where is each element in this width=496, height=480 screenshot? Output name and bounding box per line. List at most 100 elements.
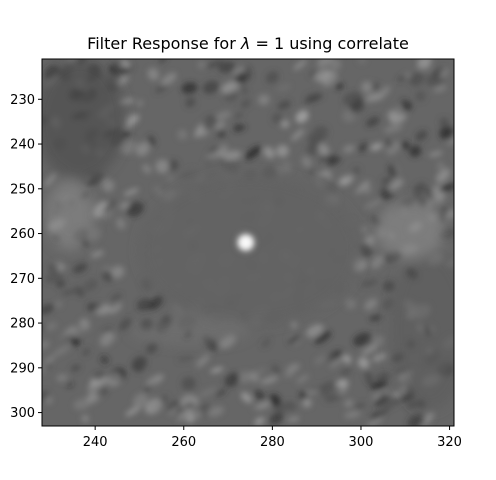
texture-blob xyxy=(370,335,385,348)
x-tick-label: 260 xyxy=(171,435,196,450)
texture-blob xyxy=(357,357,370,369)
texture-blob xyxy=(234,71,247,84)
texture-blob xyxy=(409,145,422,158)
texture-blob xyxy=(357,142,369,153)
texture-blob xyxy=(147,135,156,147)
texture-blob xyxy=(99,355,110,365)
texture-blob xyxy=(42,340,50,349)
texture-blob xyxy=(276,144,289,158)
texture-blob xyxy=(383,280,396,293)
texture-blob xyxy=(360,226,368,234)
texture-blob xyxy=(205,60,224,69)
texture-blob xyxy=(374,393,389,407)
texture-blob xyxy=(415,90,426,102)
texture-blob xyxy=(221,80,240,94)
texture-blob xyxy=(369,411,380,422)
texture-blob xyxy=(436,162,445,170)
texture-blob xyxy=(101,178,115,192)
texture-blob xyxy=(233,123,242,133)
y-tick-label: 270 xyxy=(10,272,35,287)
texture-blob xyxy=(147,67,160,81)
texture-blob xyxy=(370,381,388,390)
texture-blob xyxy=(265,71,279,84)
texture-blob xyxy=(338,175,354,186)
texture-blob xyxy=(193,131,209,138)
texture-blob xyxy=(217,129,226,139)
texture-blob xyxy=(195,125,204,136)
texture-blob xyxy=(60,325,76,339)
texture-blob xyxy=(383,395,400,409)
texture-blob xyxy=(361,344,378,355)
texture-blob xyxy=(415,130,428,142)
texture-blob xyxy=(290,320,298,329)
texture-blob xyxy=(70,336,81,347)
texture-blob xyxy=(373,407,390,420)
texture-blob xyxy=(345,297,357,310)
texture-blob xyxy=(119,318,132,331)
texture-blob xyxy=(384,139,393,148)
texture-blob xyxy=(87,302,96,311)
texture-blob xyxy=(74,286,85,298)
texture-blob xyxy=(55,301,62,308)
texture-blob xyxy=(146,374,164,387)
y-tick-label: 290 xyxy=(10,361,35,376)
texture-blob xyxy=(315,179,324,188)
texture-blob xyxy=(109,302,123,315)
texture-blob xyxy=(116,217,126,230)
texture-blob xyxy=(135,142,150,157)
texture-blob xyxy=(318,143,330,156)
texture-blob xyxy=(110,293,122,302)
texture-blob xyxy=(44,396,53,405)
texture-blob xyxy=(187,167,195,174)
texture-blob xyxy=(291,128,305,142)
texture-blob xyxy=(196,175,204,183)
texture-blob xyxy=(133,361,144,373)
texture-blob xyxy=(136,298,152,311)
texture-blob xyxy=(213,110,232,122)
texture-blob xyxy=(155,159,170,174)
texture-blob xyxy=(308,70,318,77)
texture-blob xyxy=(330,350,343,359)
texture-blob xyxy=(60,289,79,296)
texture-blob xyxy=(364,198,383,210)
texture-blob xyxy=(344,410,361,419)
texture-blob xyxy=(433,85,447,93)
y-tick-label: 240 xyxy=(10,138,35,153)
texture-blob xyxy=(387,110,398,120)
texture-blob xyxy=(209,367,224,374)
texture-blob xyxy=(439,117,450,128)
texture-blob xyxy=(329,355,346,368)
texture-blob xyxy=(70,364,81,372)
texture-blob xyxy=(237,371,253,384)
texture-blob xyxy=(202,115,218,130)
texture-blob xyxy=(87,380,98,391)
texture-blob xyxy=(168,406,179,416)
texture-blob xyxy=(271,364,281,375)
x-tick-label: 300 xyxy=(349,435,374,450)
heatmap-image xyxy=(42,59,454,426)
texture-blob xyxy=(323,330,332,338)
texture-blob xyxy=(272,113,283,124)
texture-blob xyxy=(326,182,338,194)
texture-blob xyxy=(184,96,197,108)
texture-blob xyxy=(280,119,290,129)
texture-blob xyxy=(256,400,272,410)
texture-blob xyxy=(343,144,355,153)
texture-blob xyxy=(182,393,194,403)
texture-blob xyxy=(142,163,152,174)
texture-blob xyxy=(402,100,413,111)
texture-blob xyxy=(287,334,300,345)
texture-blob xyxy=(277,100,292,110)
y-tick-label: 250 xyxy=(10,182,35,197)
texture-blob xyxy=(381,177,393,185)
texture-blob xyxy=(283,371,295,378)
texture-blob xyxy=(383,124,403,133)
x-tick-label: 280 xyxy=(260,435,285,450)
texture-blob xyxy=(48,263,58,274)
texture-blob xyxy=(108,64,119,76)
texture-blob xyxy=(82,348,90,357)
texture-blob xyxy=(439,205,449,215)
texture-blob xyxy=(354,98,364,111)
texture-blob xyxy=(428,150,443,157)
